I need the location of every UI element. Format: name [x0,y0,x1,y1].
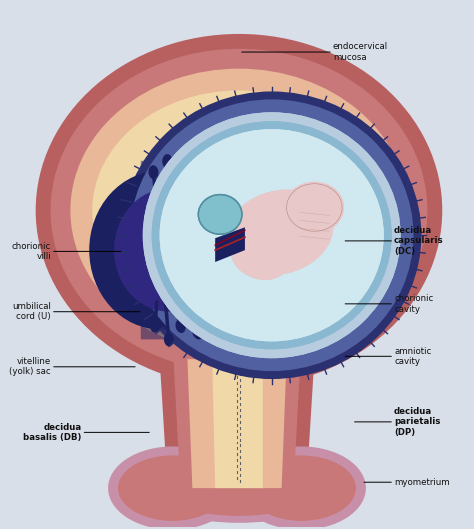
Ellipse shape [223,299,236,311]
Ellipse shape [175,320,186,333]
Text: chorionic
cavity: chorionic cavity [394,294,433,314]
Polygon shape [212,359,263,488]
Ellipse shape [222,284,235,295]
Ellipse shape [92,90,386,331]
Ellipse shape [174,480,303,516]
Ellipse shape [192,326,203,340]
Ellipse shape [226,189,333,275]
Ellipse shape [238,238,252,248]
Ellipse shape [284,181,344,233]
Text: decidua
basalis (DB): decidua basalis (DB) [23,423,82,442]
Ellipse shape [150,319,160,333]
Ellipse shape [70,69,408,352]
Ellipse shape [249,266,263,276]
Ellipse shape [228,184,240,195]
Ellipse shape [130,99,413,371]
Ellipse shape [214,309,226,321]
Text: vitelline
(yolk) sac: vitelline (yolk) sac [9,357,51,377]
Ellipse shape [160,473,319,523]
Ellipse shape [189,164,200,178]
Ellipse shape [198,195,242,234]
Ellipse shape [243,279,256,290]
Text: endocervical
mucosa: endocervical mucosa [333,42,388,62]
Text: decidua
parietalis
(DP): decidua parietalis (DP) [394,407,440,437]
Ellipse shape [143,112,401,358]
Text: amniotic
cavity: amniotic cavity [394,346,431,366]
Ellipse shape [231,234,289,280]
Ellipse shape [108,446,237,529]
Ellipse shape [287,184,342,231]
Ellipse shape [160,129,384,341]
Ellipse shape [245,251,259,261]
Ellipse shape [233,226,247,236]
Ellipse shape [122,92,421,379]
Ellipse shape [143,112,401,358]
Polygon shape [215,227,245,262]
Text: umbilical
cord (U): umbilical cord (U) [12,302,51,322]
Polygon shape [160,359,314,488]
Ellipse shape [114,189,223,312]
Text: decidua
capsularis
(DC): decidua capsularis (DC) [394,226,444,256]
Ellipse shape [196,179,207,191]
Polygon shape [187,359,287,488]
Ellipse shape [237,446,366,529]
Text: chorionic
villi: chorionic villi [12,242,51,261]
Ellipse shape [89,171,232,330]
Ellipse shape [51,49,428,372]
Ellipse shape [284,181,344,233]
Ellipse shape [118,455,227,521]
Ellipse shape [226,189,333,275]
Ellipse shape [36,34,442,387]
Ellipse shape [202,315,213,328]
Ellipse shape [218,173,229,185]
Ellipse shape [152,121,392,349]
Ellipse shape [174,165,185,179]
Ellipse shape [160,129,384,341]
Ellipse shape [152,121,392,349]
Ellipse shape [162,154,172,168]
Ellipse shape [245,208,258,219]
Ellipse shape [231,234,289,280]
Ellipse shape [247,455,356,521]
Ellipse shape [198,195,242,234]
Text: myometrium: myometrium [394,478,450,487]
Ellipse shape [148,165,158,179]
Ellipse shape [222,204,235,215]
Polygon shape [215,227,245,262]
Polygon shape [141,136,232,340]
Polygon shape [173,359,301,488]
Ellipse shape [164,333,174,346]
